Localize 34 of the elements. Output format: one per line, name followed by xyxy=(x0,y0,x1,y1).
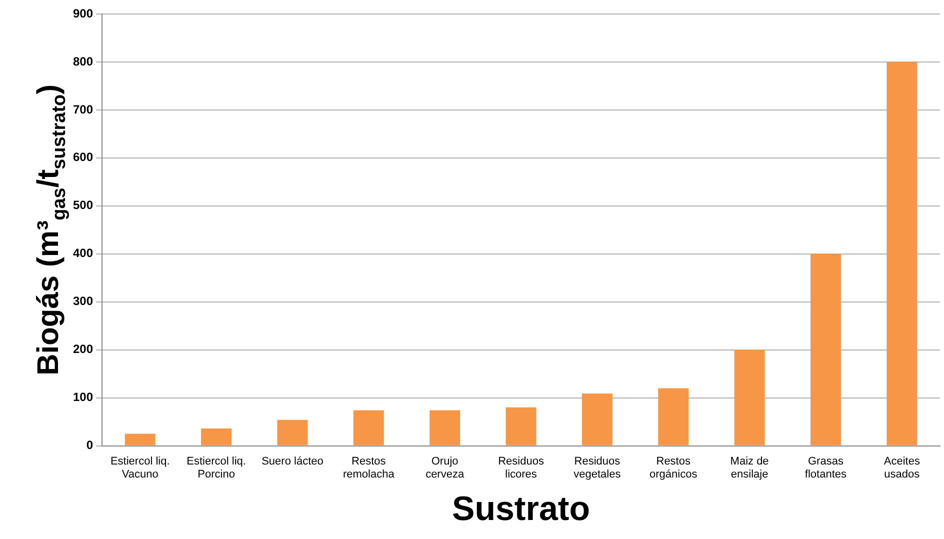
bar xyxy=(353,410,384,446)
x-tick-label: Orujo cerveza xyxy=(426,455,465,481)
y-tick-label: 500 xyxy=(72,198,94,212)
y-tick-label: 100 xyxy=(72,390,94,404)
bar xyxy=(658,388,689,446)
y-axis-title: Biogás (m³gas/tsustrato) xyxy=(32,84,70,376)
x-tick-label: Residuos licores xyxy=(498,455,544,481)
x-tick-label: Restos remolacha xyxy=(342,455,396,481)
x-tick-label: Estiercol liq. Vacuno xyxy=(110,455,170,481)
y-tick-label: 600 xyxy=(72,150,94,164)
y-tick-label: 300 xyxy=(72,294,94,308)
y-tick-label: 200 xyxy=(72,342,94,356)
bar xyxy=(506,407,536,446)
bar xyxy=(430,410,460,446)
x-tick-label: Suero lácteo xyxy=(262,455,324,468)
y-tick-label: 0 xyxy=(86,438,94,452)
x-tick-label: Maiz de ensilaje xyxy=(730,455,769,481)
bar xyxy=(201,428,232,446)
y-tick-label: 400 xyxy=(72,246,94,260)
x-tick-label: Grasas flotantes xyxy=(804,455,848,481)
y-tick-label: 800 xyxy=(72,54,94,68)
bar xyxy=(886,62,918,446)
x-tick-label: Restos orgánicos xyxy=(650,455,698,481)
x-tick-label: Residuos vegetales xyxy=(574,455,622,481)
x-tick-label: Estiercol liq. Porcino xyxy=(186,455,246,481)
bar xyxy=(734,350,765,446)
x-tick-label: Aceites usados xyxy=(884,455,920,481)
bar xyxy=(810,254,841,446)
x-axis-title: Sustrato xyxy=(452,490,590,528)
bar xyxy=(582,394,612,446)
y-tick-label: 700 xyxy=(72,102,94,116)
bar xyxy=(124,434,156,446)
y-tick-label: 900 xyxy=(72,6,94,20)
bar xyxy=(277,420,308,446)
